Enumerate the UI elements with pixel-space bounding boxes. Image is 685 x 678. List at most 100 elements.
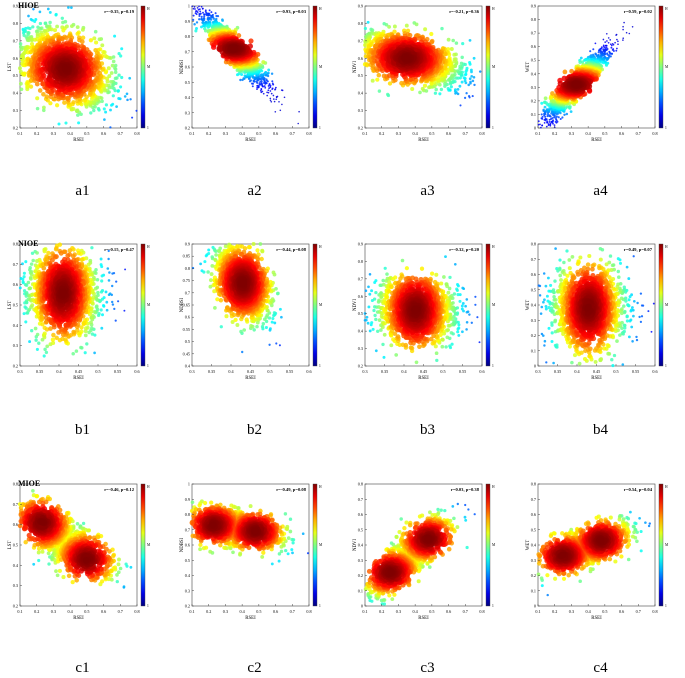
scatter-point [542,108,545,112]
panel-a1: 0.1 0.2 0.3 0.4 0.5 0.6 0.7 0.80.20.30.40.50.60… [8,1,151,143]
scatter-point [43,21,48,26]
scatter-point [548,120,551,123]
x-axis-label: RSEI [73,138,84,143]
scatter-point [128,76,132,80]
scatter-point [25,300,29,305]
scatter-point [61,65,68,72]
scatter-point [85,342,89,346]
scatter-point [111,59,116,64]
scatter-point [18,286,22,290]
scatter-point [89,315,94,320]
scatter-point [37,341,41,345]
panel-a3: 0.1 0.2 0.3 0.4 0.5 0.6 0.7 0.80.20.30.40.50.60… [353,4,496,144]
y-tick-label: 0.5 [531,58,536,63]
scatter-point [38,10,42,14]
scatter-point [107,279,111,282]
scatter-point [266,91,268,94]
scatter-point [573,81,580,88]
scatter-point [135,109,138,112]
scatter-point [614,41,616,44]
y-tick-label: 0.4 [13,91,19,96]
scatter-point [541,115,544,118]
y-tick-label: 0.8 [13,21,18,26]
x-tick-label: 0.1 [17,131,22,136]
scatter-point [438,92,442,96]
scatter-point [94,50,100,56]
scatter-point [60,16,64,20]
scatter-point [434,87,438,92]
scatter-point [550,91,555,96]
scatter-point [80,35,86,40]
scatter-point [200,5,203,8]
scatter-point [198,18,201,21]
scatter-point [92,36,97,41]
scatter-point [106,66,111,71]
scatter-point [453,88,457,92]
scatter-point [95,277,100,282]
scatter-point [458,84,462,88]
scatter-point [48,10,52,14]
scatter-point [79,345,83,350]
scatter-point [459,104,462,107]
scatter-point [609,39,612,41]
scatter-point [192,14,195,17]
scatter-point [55,24,60,29]
x-tick-label: 0.5 [84,131,89,136]
scatter-point [34,81,40,87]
scatter-point [44,350,49,355]
y-tick-label: 0.2 [185,126,190,131]
scatter-point [117,97,121,100]
panel-caption: a1 [75,183,89,199]
scatter-point [631,26,634,28]
colorbar-gradient [140,5,146,129]
scatter-point [202,11,204,14]
scatter-point [124,268,127,271]
scatter-point [446,87,450,91]
y-tick-label: 0.6 [531,44,536,49]
scatter-point [364,62,370,67]
scatter-point [99,263,103,267]
scatter-point [203,13,206,16]
y-tick-label: 0.7 [185,49,190,54]
scatter-point [94,40,99,45]
scatter-point [468,60,472,65]
scatter-point [376,72,382,78]
scatter-point [196,7,199,9]
colorbar-min-label: 1 [319,126,321,130]
scatter-point [462,76,466,80]
scatter-point [467,94,471,98]
scatter-point [43,347,47,352]
scatter-point [206,25,210,29]
scatter-point [83,351,87,355]
scatter-point [250,82,254,85]
scatter-point [126,98,129,102]
scatter-point [113,66,117,70]
scatter-point [22,271,26,275]
scatter-point [94,56,99,62]
scatter-point [31,25,35,29]
scatter-point [74,349,79,353]
y-tick-label: 0.7 [13,38,18,43]
scatter-point [129,98,132,101]
scatter-point [242,77,245,80]
scatter-point [201,7,204,10]
scatter-point [617,43,619,46]
scatter-point [109,126,112,129]
scatter-point [61,28,66,33]
colorbar: HM1 [312,5,323,130]
scatter-point [221,19,224,22]
scatter-point [467,83,470,87]
scatter-point [243,74,247,78]
scatter-point [28,84,34,89]
colorbar-gradient [312,5,318,129]
scatter-point [94,305,99,309]
x-tick-label: 0.2 [206,131,211,136]
scatter-point [472,76,476,79]
scatter-point [543,96,548,101]
scatter-point [537,120,540,123]
scatter-point [471,95,474,98]
scatter-point [195,13,198,16]
x-axis-label: RSEI [245,138,256,143]
scatter-point [612,43,615,46]
scatter-point [48,101,53,106]
